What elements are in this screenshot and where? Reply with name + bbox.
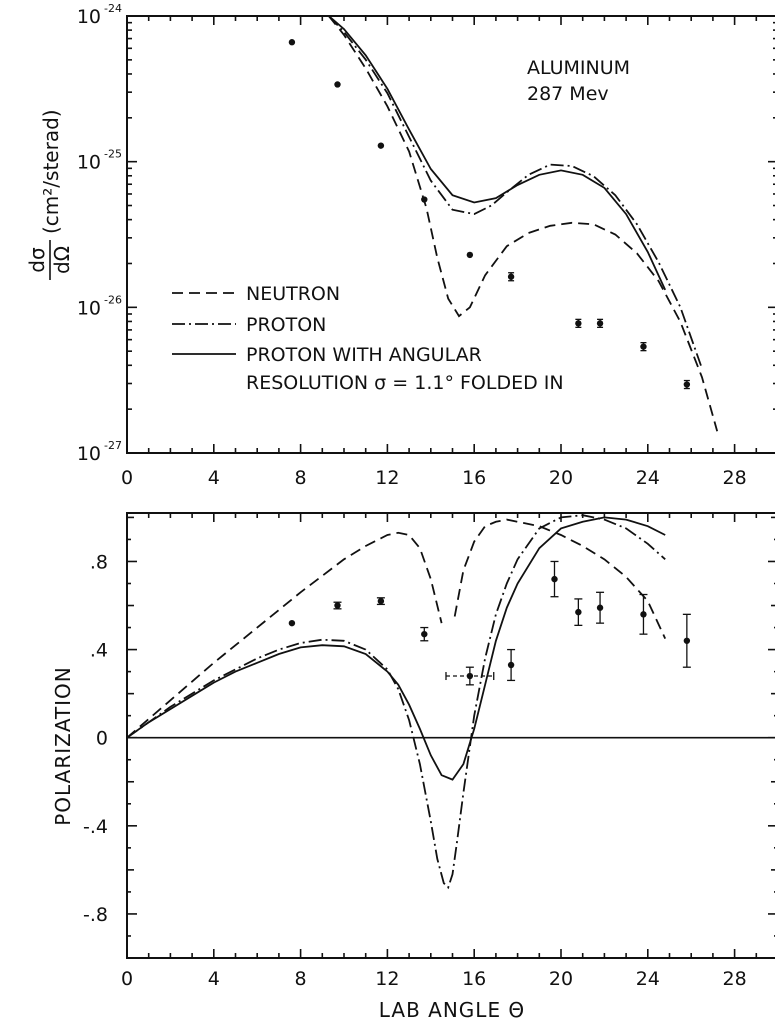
x-tick-label: 8 bbox=[295, 968, 307, 990]
data-point bbox=[596, 604, 604, 611]
data-point bbox=[377, 597, 385, 605]
bottom-frame bbox=[126, 512, 775, 959]
x-tick-label: 12 bbox=[375, 467, 399, 489]
data-point bbox=[377, 142, 385, 149]
x-tick-label: 16 bbox=[462, 968, 486, 990]
y-axis-label: dσ dΩ (cm²/sterad) bbox=[25, 109, 74, 280]
legend-label: PROTON WITH ANGULAR bbox=[246, 344, 482, 366]
y-label-unit: (cm²/sterad) bbox=[39, 109, 63, 234]
data-point bbox=[551, 575, 558, 583]
y-tick-label-exp: -26 bbox=[104, 293, 122, 306]
x-tick-label: 4 bbox=[208, 467, 220, 489]
y-tick-label-base: 10 bbox=[77, 6, 101, 28]
legend: NEUTRON PROTON PROTON WITH ANGULAR RESOLUTI… bbox=[172, 283, 564, 394]
data-point bbox=[466, 251, 474, 259]
data-point bbox=[507, 273, 515, 280]
y-tick-label: .4 bbox=[90, 640, 108, 662]
data-point bbox=[334, 602, 341, 609]
y-axis-label: POLARIZATION bbox=[51, 666, 75, 826]
y-tick-label-base: 10 bbox=[77, 297, 101, 319]
data-point bbox=[575, 320, 582, 327]
bottom-curves bbox=[127, 514, 667, 890]
data-point bbox=[507, 661, 515, 669]
x-tick-label: 20 bbox=[549, 968, 573, 990]
x-tick-label: 0 bbox=[121, 467, 133, 489]
legend-label: RESOLUTION σ = 1.1° FOLDED IN bbox=[246, 372, 564, 394]
x-tick-label: 24 bbox=[636, 968, 660, 990]
y-tick-label: -.8 bbox=[83, 904, 108, 926]
data-point bbox=[596, 320, 604, 327]
series-dashed-curve bbox=[127, 531, 443, 739]
x-tick-label: 28 bbox=[723, 968, 747, 990]
series-dash-dot-curve bbox=[127, 514, 666, 890]
polarization-plot: 0 4 8 12 16 20 24 28 .8 .4 0 -.4 -.8 POLARIZATION LAB … bbox=[51, 512, 775, 1022]
annotation-line: 287 Mev bbox=[527, 83, 609, 105]
x-tick-label: 24 bbox=[636, 467, 660, 489]
series-dash-dot-curve bbox=[328, 16, 703, 369]
series-dashed-curve bbox=[453, 518, 667, 639]
y-tick-label: -.4 bbox=[83, 816, 108, 838]
legend-label: PROTON bbox=[246, 314, 326, 336]
series-dashed-curve bbox=[328, 16, 719, 432]
data-point bbox=[288, 619, 296, 627]
x-tick-label: 0 bbox=[121, 968, 133, 990]
x-tick-label: 4 bbox=[208, 968, 220, 990]
x-tick-label: 28 bbox=[723, 467, 747, 489]
y-tick-label-exp: -25 bbox=[104, 148, 122, 161]
data-point bbox=[640, 343, 647, 350]
data-point bbox=[683, 381, 691, 388]
y-tick-label-exp: -27 bbox=[104, 439, 122, 452]
x-tick-label: 20 bbox=[549, 467, 573, 489]
data-point bbox=[683, 637, 691, 644]
data-point bbox=[421, 196, 428, 203]
y-label-numerator: dσ bbox=[25, 247, 49, 273]
series-solid-curve bbox=[127, 516, 666, 781]
y-tick-label-exp: -24 bbox=[104, 2, 122, 15]
x-tick-label: 12 bbox=[375, 968, 399, 990]
y-tick-label-base: 10 bbox=[77, 443, 101, 465]
data-point bbox=[640, 611, 647, 618]
data-point bbox=[288, 39, 296, 46]
y-tick-label-base: 10 bbox=[77, 152, 101, 174]
data-point bbox=[466, 672, 474, 680]
y-tick-label: .8 bbox=[90, 551, 108, 573]
y-label-denominator: dΩ bbox=[50, 246, 74, 274]
data-point bbox=[334, 81, 341, 88]
x-axis-label: LAB ANGLE Θ bbox=[379, 998, 525, 1022]
series-solid-curve bbox=[328, 16, 667, 291]
data-point bbox=[575, 608, 582, 616]
top-curves bbox=[328, 16, 719, 432]
data-point bbox=[421, 630, 428, 638]
x-tick-label: 8 bbox=[295, 467, 307, 489]
annotation-line: ALUMINUM bbox=[527, 57, 630, 79]
x-tick-label: 16 bbox=[462, 467, 486, 489]
y-tick-label: 0 bbox=[96, 728, 108, 750]
legend-label: NEUTRON bbox=[246, 283, 340, 305]
